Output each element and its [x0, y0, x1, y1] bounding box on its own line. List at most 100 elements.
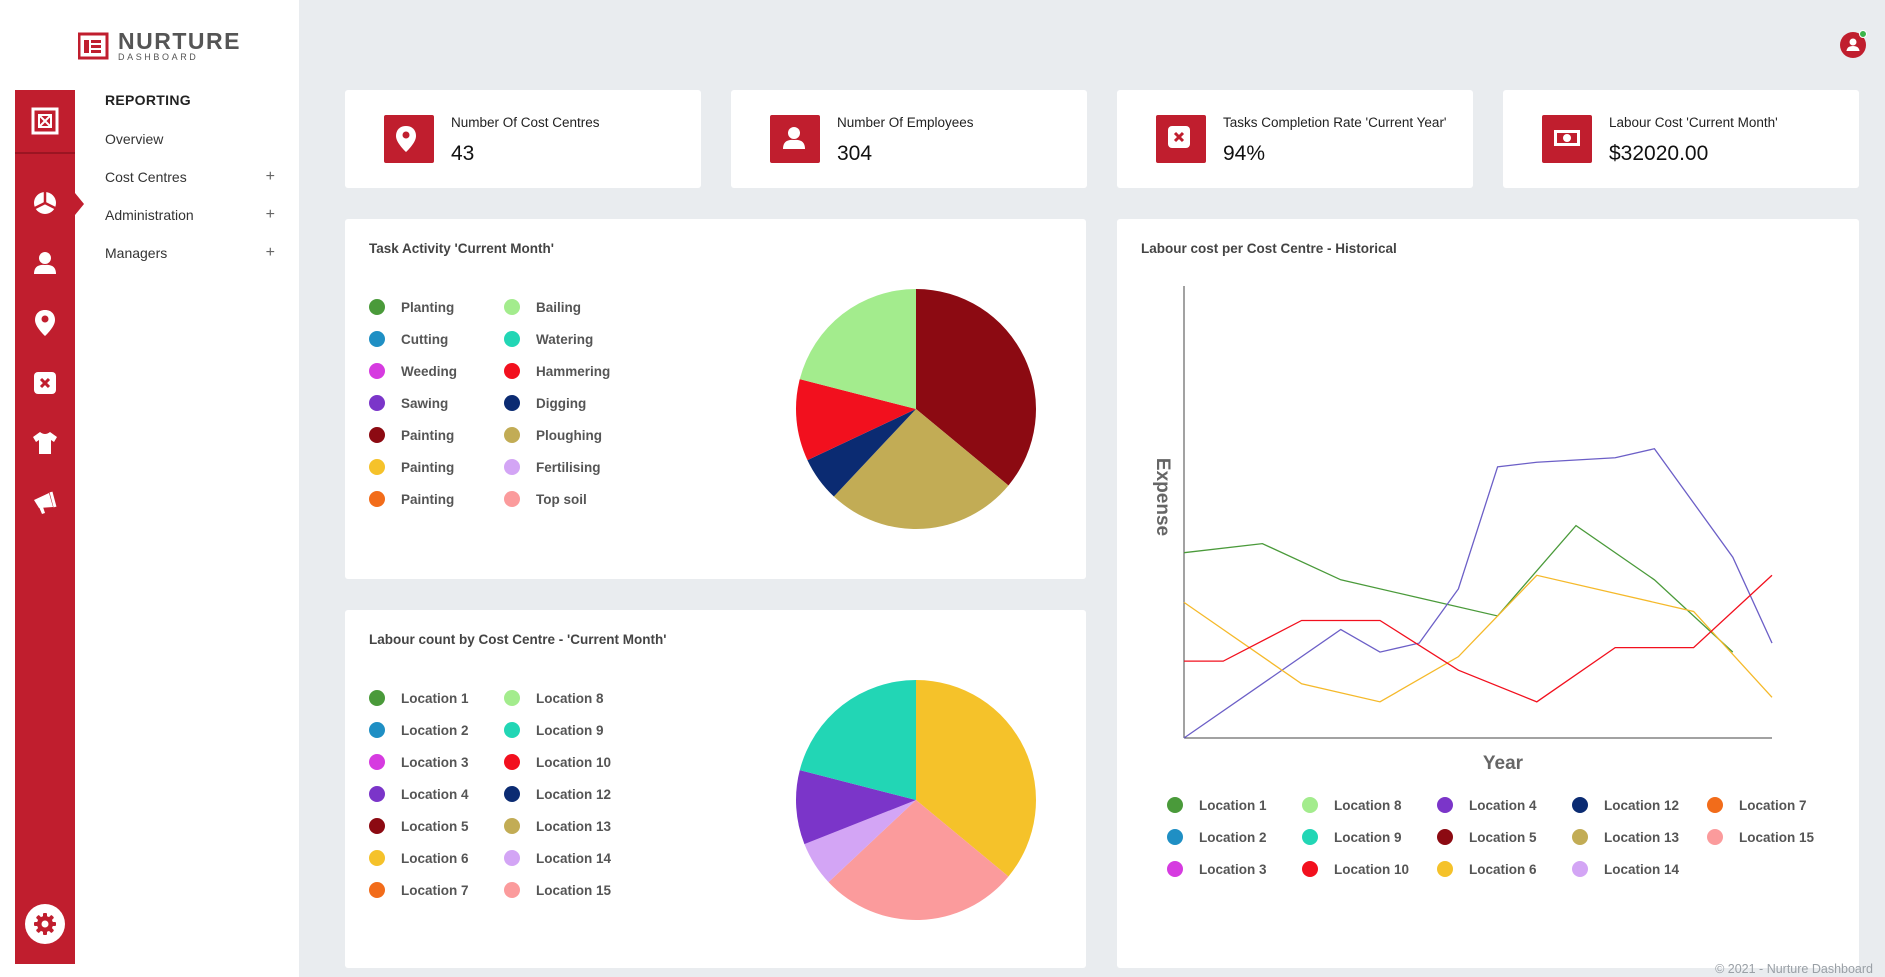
legend-item[interactable]: Sawing	[369, 395, 448, 411]
legend-item[interactable]: Digging	[504, 395, 586, 411]
legend-item[interactable]: Location 12	[1572, 797, 1679, 813]
legend-item[interactable]: Location 14	[504, 850, 611, 866]
legend-label: Location 3	[401, 754, 469, 770]
legend-item[interactable]: Location 1	[369, 690, 469, 706]
legend-label: Location 9	[1334, 829, 1402, 845]
rail-uniforms-button[interactable]	[15, 423, 75, 463]
legend-item[interactable]: Location 8	[504, 690, 604, 706]
legend-item[interactable]: Location 10	[1302, 861, 1409, 877]
legend-label: Location 9	[536, 722, 604, 738]
labour-cost-history-card: Labour cost per Cost Centre - Historical…	[1117, 219, 1859, 968]
legend-label: Location 10	[536, 754, 612, 770]
rail-announcements-button[interactable]	[15, 483, 75, 523]
rail-tasks-button[interactable]	[15, 363, 75, 403]
pie-slice[interactable]	[828, 800, 1009, 920]
legend-item[interactable]: Location 4	[1437, 797, 1537, 813]
legend-item[interactable]: Weeding	[369, 363, 457, 379]
legend-label: Hammering	[536, 363, 611, 379]
expand-plus-icon[interactable]: +	[265, 244, 275, 261]
legend-item[interactable]: Location 15	[504, 882, 611, 898]
legend-item[interactable]: Location 6	[1437, 861, 1537, 877]
pie-slice[interactable]	[916, 680, 1036, 877]
pie-slice[interactable]	[799, 680, 916, 800]
legend-label: Watering	[536, 331, 594, 347]
legend-item[interactable]: Hammering	[504, 363, 610, 379]
rail-reports-button[interactable]	[15, 183, 75, 223]
legend-item[interactable]: Location 8	[1302, 797, 1402, 813]
pie-slice[interactable]	[796, 770, 916, 845]
series-line[interactable]	[1183, 447, 1773, 739]
expand-plus-icon[interactable]: +	[265, 168, 275, 185]
legend-item[interactable]: Location 15	[1707, 829, 1814, 845]
legend-item[interactable]: Location 3	[369, 754, 469, 770]
legend-swatch	[1572, 861, 1588, 877]
labour-cost-history-title: Labour cost per Cost Centre - Historical	[1141, 241, 1397, 256]
legend-item[interactable]: Location 5	[369, 818, 469, 834]
rail-locations-button[interactable]	[15, 303, 75, 343]
nav-item-overview[interactable]: Overview	[105, 120, 275, 158]
legend-item[interactable]: Location 2	[369, 722, 469, 738]
close-box-icon	[34, 372, 56, 394]
stat-value: 304	[837, 142, 873, 165]
pie-slice[interactable]	[799, 289, 916, 409]
series-line[interactable]	[1183, 524, 1734, 653]
nav-item-managers[interactable]: Managers +	[105, 234, 275, 272]
legend-item[interactable]: Location 5	[1437, 829, 1537, 845]
pie-slice[interactable]	[916, 289, 1036, 486]
legend-label: Painting	[401, 427, 455, 443]
task-activity-pie	[796, 289, 1036, 529]
stat-value: 94%	[1223, 142, 1266, 165]
legend-item[interactable]: Location 14	[1572, 861, 1679, 877]
pie-slice[interactable]	[804, 800, 916, 883]
series-line[interactable]	[1184, 574, 1773, 703]
series-line[interactable]	[1183, 574, 1773, 703]
legend-label: Location 13	[1604, 829, 1680, 845]
legend-item[interactable]: Location 3	[1167, 861, 1267, 877]
legend-swatch	[1437, 861, 1453, 877]
legend-item[interactable]: Location 4	[369, 786, 469, 802]
legend-label: Location 15	[536, 882, 612, 898]
legend-item[interactable]: Location 10	[504, 754, 611, 770]
settings-button[interactable]	[25, 904, 65, 944]
legend-item[interactable]: Cutting	[369, 331, 448, 347]
stat-card: Number Of Employees 304	[731, 90, 1087, 188]
pie-slice[interactable]	[833, 409, 1009, 529]
legend-item[interactable]: Bailing	[504, 299, 581, 315]
legend-item[interactable]: Planting	[369, 299, 454, 315]
expand-plus-icon[interactable]: +	[265, 206, 275, 223]
legend-item[interactable]: Location 13	[1572, 829, 1679, 845]
legend-item[interactable]: Top soil	[504, 491, 587, 507]
legend-item[interactable]: Painting	[369, 459, 454, 475]
legend-label: Location 15	[1739, 829, 1815, 845]
legend-swatch	[1707, 829, 1723, 845]
legend-item[interactable]: Location 12	[504, 786, 611, 802]
legend-label: Location 14	[536, 850, 612, 866]
legend-item[interactable]: Location 7	[1707, 797, 1807, 813]
legend-label: Location 12	[1604, 797, 1680, 813]
legend-item[interactable]: Location 9	[504, 722, 604, 738]
legend-swatch	[1302, 797, 1318, 813]
legend-item[interactable]: Location 9	[1302, 829, 1402, 845]
legend-swatch	[504, 754, 520, 770]
rail-employees-button[interactable]	[15, 243, 75, 283]
legend-item[interactable]: Location 6	[369, 850, 469, 866]
legend-item[interactable]: Location 2	[1167, 829, 1267, 845]
legend-swatch	[369, 427, 385, 443]
legend-item[interactable]: Location 1	[1167, 797, 1267, 813]
pie-slice[interactable]	[796, 379, 916, 461]
legend-item[interactable]: Fertilising	[504, 459, 601, 475]
legend-item[interactable]: Painting	[369, 491, 454, 507]
rail-home-button[interactable]	[15, 90, 75, 154]
nav-item-cost-centres[interactable]: Cost Centres +	[105, 158, 275, 196]
legend-item[interactable]: Watering	[504, 331, 593, 347]
legend-item[interactable]: Ploughing	[504, 427, 602, 443]
legend-label: Location 8	[1334, 797, 1402, 813]
legend-item[interactable]: Location 7	[369, 882, 469, 898]
legend-item[interactable]: Location 13	[504, 818, 611, 834]
legend-item[interactable]: Painting	[369, 427, 454, 443]
pie-slice[interactable]	[807, 409, 916, 497]
nav-item-administration[interactable]: Administration +	[105, 196, 275, 234]
gear-icon	[34, 913, 56, 935]
legend-swatch	[504, 491, 520, 507]
brand-logo[interactable]: NURTURE DASHBOARD	[78, 30, 241, 62]
